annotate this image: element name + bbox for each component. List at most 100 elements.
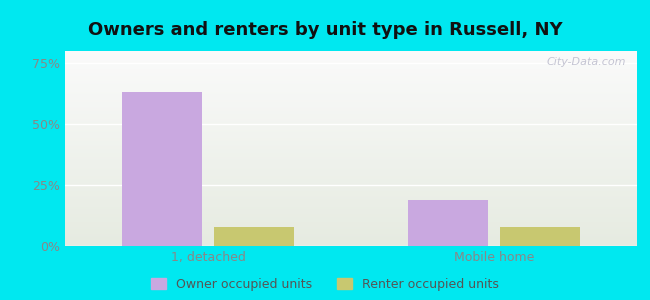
Bar bbox=[65, 188, 637, 190]
Bar bbox=[65, 237, 637, 238]
Bar bbox=[65, 197, 637, 198]
Bar bbox=[65, 209, 637, 210]
Bar bbox=[65, 233, 637, 234]
Bar bbox=[65, 125, 637, 126]
Bar bbox=[65, 165, 637, 166]
Bar bbox=[65, 239, 637, 240]
Bar bbox=[65, 84, 637, 85]
Bar bbox=[65, 62, 637, 63]
Bar bbox=[65, 234, 637, 235]
Bar bbox=[65, 194, 637, 195]
Bar bbox=[65, 163, 637, 164]
Bar bbox=[65, 170, 637, 171]
Bar bbox=[65, 107, 637, 109]
Bar bbox=[65, 127, 637, 128]
Bar bbox=[65, 242, 637, 243]
Bar bbox=[65, 192, 637, 193]
Bar bbox=[65, 131, 637, 132]
Bar bbox=[65, 223, 637, 224]
Bar bbox=[65, 193, 637, 194]
Bar bbox=[65, 90, 637, 91]
Bar bbox=[65, 160, 637, 161]
Bar bbox=[65, 238, 637, 239]
Bar bbox=[65, 75, 637, 76]
Bar bbox=[65, 134, 637, 135]
Bar bbox=[65, 113, 637, 114]
Bar bbox=[65, 226, 637, 227]
Bar bbox=[65, 52, 637, 53]
Bar bbox=[65, 232, 637, 233]
Bar bbox=[65, 143, 637, 144]
Bar bbox=[65, 111, 637, 112]
Bar bbox=[65, 187, 637, 188]
Bar bbox=[65, 162, 637, 163]
Bar bbox=[65, 91, 637, 92]
Bar bbox=[65, 245, 637, 246]
Bar bbox=[65, 210, 637, 211]
Bar bbox=[65, 158, 637, 159]
Bar bbox=[65, 133, 637, 134]
Bar bbox=[65, 173, 637, 174]
Bar bbox=[65, 82, 637, 83]
Bar bbox=[65, 132, 637, 133]
Bar bbox=[65, 243, 637, 244]
Bar bbox=[65, 93, 637, 94]
Bar bbox=[65, 101, 637, 102]
Bar bbox=[65, 88, 637, 89]
Bar bbox=[65, 96, 637, 97]
Bar bbox=[65, 196, 637, 197]
Bar bbox=[65, 89, 637, 90]
Bar bbox=[65, 92, 637, 93]
Bar bbox=[214, 226, 294, 246]
Bar bbox=[65, 168, 637, 169]
Bar bbox=[65, 215, 637, 216]
Bar bbox=[65, 156, 637, 157]
Bar bbox=[65, 123, 637, 124]
Bar bbox=[65, 206, 637, 207]
Bar bbox=[65, 191, 637, 192]
Bar bbox=[65, 122, 637, 123]
Bar bbox=[65, 231, 637, 232]
Bar bbox=[65, 155, 637, 156]
Bar bbox=[65, 64, 637, 66]
Bar bbox=[65, 214, 637, 215]
Bar bbox=[65, 114, 637, 115]
Bar bbox=[65, 85, 637, 86]
Bar bbox=[65, 119, 637, 120]
Bar bbox=[65, 141, 637, 142]
Bar bbox=[65, 201, 637, 202]
Bar bbox=[65, 177, 637, 178]
Text: City-Data.com: City-Data.com bbox=[546, 57, 625, 67]
Bar bbox=[65, 202, 637, 203]
Bar bbox=[65, 118, 637, 119]
Bar bbox=[65, 182, 637, 183]
Bar bbox=[65, 115, 637, 116]
Bar bbox=[65, 227, 637, 229]
Bar bbox=[65, 195, 637, 196]
Bar bbox=[65, 106, 637, 107]
Bar bbox=[65, 139, 637, 140]
Bar bbox=[65, 179, 637, 180]
Bar bbox=[65, 76, 637, 77]
Bar bbox=[408, 200, 488, 246]
Bar bbox=[65, 166, 637, 167]
Bar bbox=[65, 236, 637, 237]
Bar bbox=[65, 157, 637, 158]
Bar bbox=[65, 135, 637, 136]
Bar bbox=[65, 61, 637, 62]
Bar bbox=[65, 54, 637, 55]
Bar bbox=[65, 145, 637, 146]
Bar bbox=[65, 94, 637, 95]
Bar bbox=[65, 164, 637, 165]
Bar bbox=[65, 80, 637, 81]
Bar bbox=[65, 56, 637, 57]
Bar bbox=[65, 222, 637, 223]
Bar bbox=[65, 102, 637, 103]
Bar bbox=[65, 150, 637, 152]
Bar bbox=[65, 198, 637, 199]
Bar bbox=[65, 105, 637, 106]
Bar bbox=[65, 176, 637, 177]
Bar bbox=[65, 140, 637, 141]
Bar bbox=[65, 120, 637, 121]
Bar bbox=[65, 161, 637, 162]
